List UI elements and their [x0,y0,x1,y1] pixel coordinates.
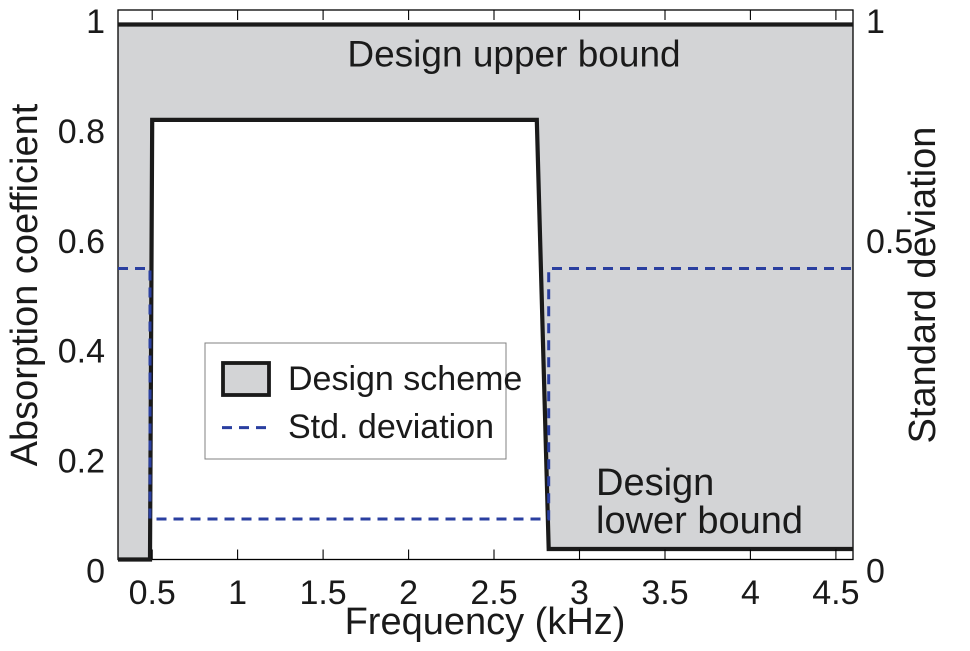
svg-text:1: 1 [228,574,247,612]
svg-text:4: 4 [741,574,760,612]
svg-text:Frequency (kHz): Frequency (kHz) [345,601,626,643]
svg-text:Std. deviation: Std. deviation [288,408,494,446]
svg-text:0.6: 0.6 [58,223,105,261]
svg-text:1.5: 1.5 [299,574,346,612]
svg-text:0.2: 0.2 [58,443,105,481]
svg-text:Design upper bound: Design upper bound [347,34,680,75]
svg-text:Absorption coefficient: Absorption coefficient [4,103,46,466]
svg-text:0.5: 0.5 [129,574,176,612]
svg-text:3.5: 3.5 [641,574,688,612]
svg-text:Standard deviation: Standard deviation [902,127,944,444]
svg-text:0.8: 0.8 [58,113,105,151]
svg-text:0.4: 0.4 [58,333,105,371]
svg-text:0: 0 [86,553,105,591]
svg-text:1: 1 [866,3,885,41]
svg-text:0: 0 [866,553,885,591]
svg-text:1: 1 [86,3,105,41]
svg-text:Design: Design [596,462,714,504]
svg-text:lower bound: lower bound [596,500,803,542]
svg-text:Design scheme: Design scheme [288,360,522,398]
svg-text:4.5: 4.5 [812,574,859,612]
